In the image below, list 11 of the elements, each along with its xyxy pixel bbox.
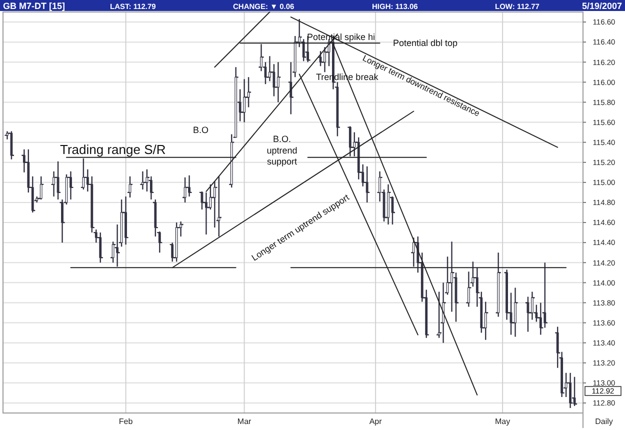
annotation: Trading range S/R (60, 142, 166, 157)
x-axis-title: Daily (595, 417, 613, 426)
annotation: B.O. uptrend support (266, 134, 298, 166)
annotation: Potential dbl top (393, 38, 458, 48)
x-tick-label: Feb (118, 417, 134, 426)
text: 5/19/2007 (582, 1, 622, 11)
x-tick-label: May (495, 417, 510, 426)
annotation: B.O (193, 125, 209, 135)
chart-title: GB M7-DT [15] (3, 1, 66, 11)
x-tick-label: Apr (369, 417, 382, 426)
x-tick-label: Mar (237, 417, 252, 426)
